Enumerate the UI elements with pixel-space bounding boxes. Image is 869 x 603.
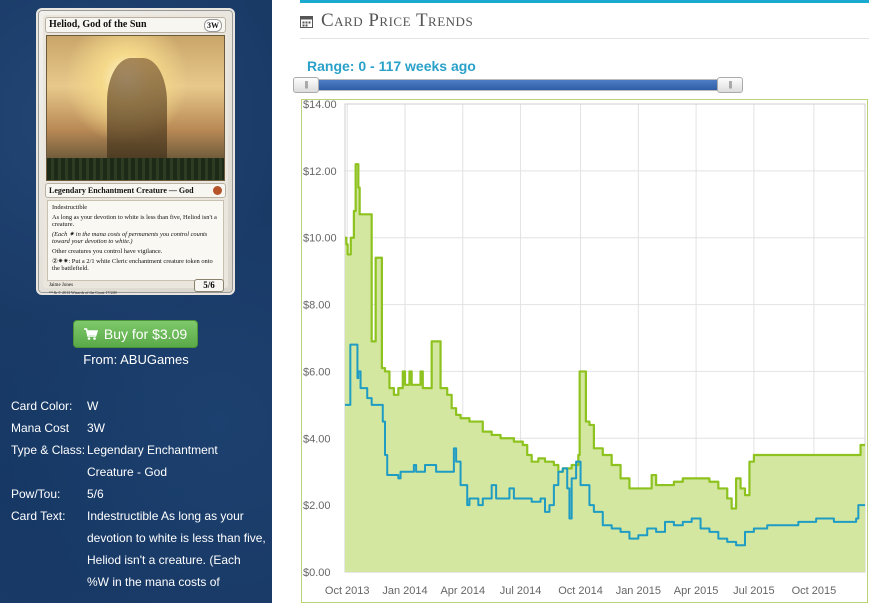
card-art bbox=[46, 35, 225, 181]
card-mana-cost: 3W bbox=[204, 19, 222, 32]
y-tick-label: $12.00 bbox=[303, 166, 337, 178]
series-2-line bbox=[345, 343, 865, 547]
range-slider[interactable]: ||| ||| bbox=[293, 77, 743, 93]
card-copyright: ™ & © 2013 Wizards of the Coast 17/249 bbox=[49, 290, 117, 295]
vendor-label: From: bbox=[83, 352, 118, 367]
range-slider-fill bbox=[295, 80, 730, 90]
card-rules-text: Indestructible As long as your devotion … bbox=[47, 200, 224, 281]
detail-row-color: Card Color: W bbox=[11, 395, 266, 417]
x-tick-label: Apr 2015 bbox=[674, 585, 719, 597]
y-tick-label: $8.00 bbox=[303, 300, 331, 312]
x-tick-label: Oct 2015 bbox=[792, 585, 837, 597]
calendar-icon bbox=[300, 12, 313, 34]
card-frame: Heliod, God of the Sun 3W Legendary Ench… bbox=[43, 15, 228, 295]
card-sidebar: Heliod, God of the Sun 3W Legendary Ench… bbox=[0, 0, 272, 603]
panel-title-text: Card Price Trends bbox=[321, 10, 474, 31]
y-tick-label: $2.00 bbox=[303, 500, 331, 512]
card-art-figure bbox=[107, 58, 167, 168]
series-1-line bbox=[345, 163, 865, 510]
detail-value: W bbox=[87, 399, 99, 413]
detail-value: 5/6 bbox=[87, 487, 104, 501]
accent-rule bbox=[300, 0, 869, 3]
header-divider bbox=[300, 38, 869, 39]
detail-row-mana-cost: Mana Cost 3W bbox=[11, 417, 266, 439]
y-tick-label: $14.00 bbox=[303, 99, 337, 111]
x-tick-label: Oct 2013 bbox=[325, 585, 370, 597]
card-art-trees bbox=[47, 158, 224, 180]
x-tick-label: Jan 2014 bbox=[382, 585, 427, 597]
series-1-area bbox=[345, 164, 865, 572]
card-type-line: Legendary Enchantment Creature — God bbox=[45, 183, 226, 198]
y-tick-label: $0.00 bbox=[303, 567, 331, 579]
card-rule-3: (Each ✷ in the mana costs of permanents … bbox=[52, 230, 208, 246]
buy-button-label: Buy for $3.09 bbox=[103, 326, 188, 342]
vendor-line: From: ABUGames bbox=[0, 352, 272, 367]
detail-value: 3W bbox=[87, 421, 105, 435]
price-trends-panel: Card Price Trends Range: 0 - 117 weeks a… bbox=[272, 0, 869, 603]
range-slider-min-handle[interactable]: ||| bbox=[293, 77, 319, 93]
detail-label: Type & Class: bbox=[11, 443, 86, 457]
detail-value: Indestructible As long as your devotion … bbox=[87, 509, 266, 589]
detail-row-type: Type & Class: Legendary Enchantment Crea… bbox=[11, 439, 266, 483]
x-tick-label: Oct 2014 bbox=[558, 585, 603, 597]
detail-row-card-text: Card Text: Indestructible As long as you… bbox=[11, 505, 266, 593]
y-tick-label: $4.00 bbox=[303, 433, 331, 445]
detail-value: Legendary Enchantment Creature - God bbox=[87, 443, 218, 479]
card-name: Heliod, God of the Sun bbox=[49, 19, 147, 30]
card-rule-5: ②✷✷: Put a 2/1 white Cleric enchantment … bbox=[52, 257, 213, 273]
x-tick-label: Apr 2014 bbox=[440, 585, 485, 597]
panel-title: Card Price Trends bbox=[300, 10, 473, 32]
card-rule-2: As long as your devotion to white is les… bbox=[52, 213, 217, 229]
range-label: Range: 0 - 117 weeks ago bbox=[307, 58, 476, 74]
y-tick-label: $6.00 bbox=[303, 366, 331, 378]
card-details: Card Color: W Mana Cost 3W Type & Class:… bbox=[11, 395, 266, 593]
price-chart-svg: $0.00 $2.00 $4.00 $6.00 $8.00 $10.00 $12.00 $14… bbox=[301, 99, 868, 603]
card-type-text: Legendary Enchantment Creature — God bbox=[49, 186, 194, 195]
x-tick-label: Jul 2015 bbox=[733, 585, 775, 597]
x-tick-label: Jul 2014 bbox=[500, 585, 542, 597]
vendor-name: ABUGames bbox=[120, 352, 189, 367]
y-tick-label: $10.00 bbox=[303, 233, 337, 245]
buy-button[interactable]: Buy for $3.09 bbox=[73, 320, 198, 348]
card-image: Heliod, God of the Sun 3W Legendary Ench… bbox=[36, 8, 235, 295]
card-power-toughness: 5/6 bbox=[194, 279, 224, 292]
price-chart: $0.00 $2.00 $4.00 $6.00 $8.00 $10.00 $12.00 $14… bbox=[301, 99, 868, 603]
card-rule-1: Indestructible bbox=[52, 204, 88, 211]
range-slider-max-handle[interactable]: ||| bbox=[717, 77, 743, 93]
card-artist: Jaime Jones bbox=[49, 283, 74, 288]
detail-label: Card Color: bbox=[11, 399, 73, 413]
detail-label: Card Text: bbox=[11, 509, 66, 523]
x-tick-label: Jan 2015 bbox=[616, 585, 661, 597]
card-rule-4: Other creatures you control have vigilan… bbox=[52, 247, 163, 255]
shopping-cart-icon bbox=[83, 322, 98, 348]
card-name-bar: Heliod, God of the Sun 3W bbox=[45, 17, 226, 33]
detail-label: Mana Cost bbox=[11, 421, 70, 435]
detail-label: Pow/Tou: bbox=[11, 487, 61, 501]
set-symbol-icon bbox=[213, 186, 222, 195]
detail-row-pow-tou: Pow/Tou: 5/6 bbox=[11, 483, 266, 505]
